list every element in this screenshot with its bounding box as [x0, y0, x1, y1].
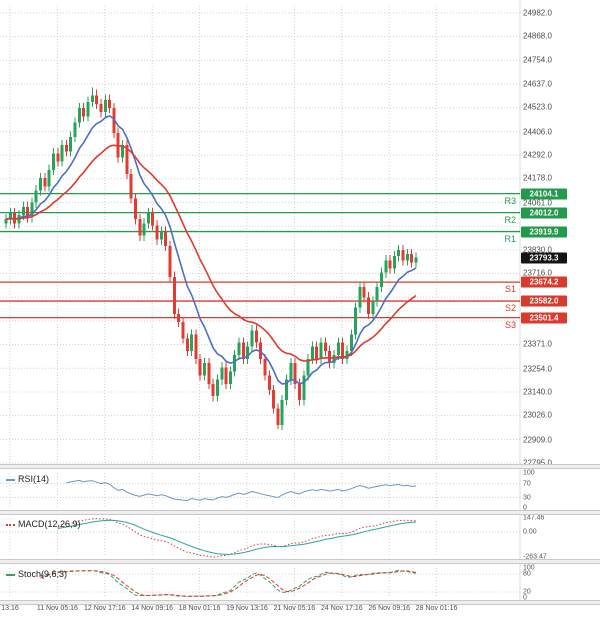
panel-divider	[0, 559, 600, 564]
macd-signal-line	[57, 519, 417, 555]
y-axis-tick: 23371.0	[523, 339, 552, 349]
y-axis-tick: 22909.0	[523, 435, 552, 445]
macd-legend-icon	[6, 523, 15, 526]
resistance-level-label: R2	[504, 214, 516, 225]
macd-scale-label: 147.46	[523, 514, 545, 522]
x-axis-tick: 21 Nov 05:16	[273, 605, 316, 612]
stoch-title-label: Stoch(9,6,3)	[18, 569, 68, 579]
macd-title-label: MACD(12,26,9)	[18, 519, 81, 529]
candlesticks	[4, 87, 418, 431]
current-price-label: 23793.3	[521, 252, 567, 264]
stoch-scale-label: 80	[523, 570, 531, 578]
panel-divider	[0, 600, 600, 605]
rsi-title-label: RSI(14)	[18, 474, 50, 484]
rsi-scale-label: 70	[523, 480, 531, 487]
y-axis-tick: 23254.0	[523, 364, 552, 374]
macd-scale-label: -263.47	[523, 553, 547, 561]
x-axis-tick: 28 Nov 01:16	[415, 605, 458, 612]
x-axis-tick: 12 Nov 17:16	[83, 605, 126, 612]
y-axis-tick: 24523.0	[523, 102, 552, 112]
x-axis-tick: 26 Nov 09:16	[368, 605, 411, 612]
panel-divider	[0, 464, 600, 469]
y-axis-tick: 24292.0	[523, 150, 552, 160]
support-price-label: 23582.0	[521, 295, 567, 307]
x-axis-tick: 19 Nov 13:16	[226, 605, 268, 612]
y-axis-tick: 24982.0	[523, 8, 552, 18]
y-axis-tick: 24061.0	[523, 198, 552, 207]
support-level-label: S2	[504, 303, 516, 314]
y-axis-tick: 24868.0	[523, 31, 552, 41]
x-axis-tick: 11 Nov 05:16	[36, 605, 78, 612]
support-price-label: 23501.4	[521, 312, 567, 324]
support-resistance-lines	[0, 192, 520, 319]
stoch-d-line	[40, 570, 417, 597]
y-axis-tick: 24178.0	[523, 173, 552, 183]
y-axis-tick: 23716.0	[523, 268, 552, 278]
rsi-scale-label: 100	[523, 469, 535, 477]
stoch-k-line	[40, 569, 417, 598]
ma-slow-line	[5, 144, 417, 362]
y-axis-tick: 23140.0	[523, 387, 552, 397]
stoch-panel-title: Stoch(9,6,3)	[6, 569, 67, 579]
stoch-scale-label: 20	[523, 588, 531, 596]
x-axis-tick: 24 Nov 17:16	[320, 605, 363, 612]
resistance-price-label: 24012.0	[521, 207, 567, 219]
support-level-label: S1	[504, 284, 516, 295]
x-axis-tick: 13:16	[1, 605, 19, 612]
macd-line	[57, 518, 417, 558]
rsi-scale-label: 30	[523, 494, 531, 501]
panel-divider	[0, 510, 600, 515]
resistance-level-label: R1	[504, 233, 516, 244]
x-axis-tick: 14 Nov 09:16	[131, 605, 174, 612]
stoch-legend-icon	[6, 573, 15, 576]
stoch-scale-label: 0	[523, 594, 527, 602]
rsi-legend-icon	[6, 478, 15, 481]
resistance-level-label: R3	[504, 195, 516, 206]
macd-scale-label: 0.00	[523, 528, 537, 536]
y-axis-tick: 24406.0	[523, 127, 552, 137]
stoch-scale-label: 100	[523, 564, 535, 572]
y-axis-tick: 24754.0	[523, 55, 552, 65]
y-axis-tick: 23830.0	[523, 245, 552, 255]
macd-panel-title: MACD(12,26,9)	[6, 519, 81, 529]
rsi-panel-title: RSI(14)	[6, 474, 49, 484]
resistance-price-label: 23919.9	[521, 226, 567, 238]
support-level-label: S3	[504, 319, 516, 330]
x-axis-tick: 18 Nov 01:16	[178, 605, 221, 612]
support-price-label: 23674.2	[521, 276, 567, 288]
resistance-price-label: 24104.1	[521, 188, 567, 200]
y-axis-tick: 24637.0	[523, 79, 552, 89]
rsi-scale-label: 0	[523, 504, 527, 512]
y-axis-tick: 23026.0	[523, 410, 552, 420]
y-axis-tick: 22795.0	[523, 458, 552, 468]
rsi-line	[66, 479, 417, 502]
